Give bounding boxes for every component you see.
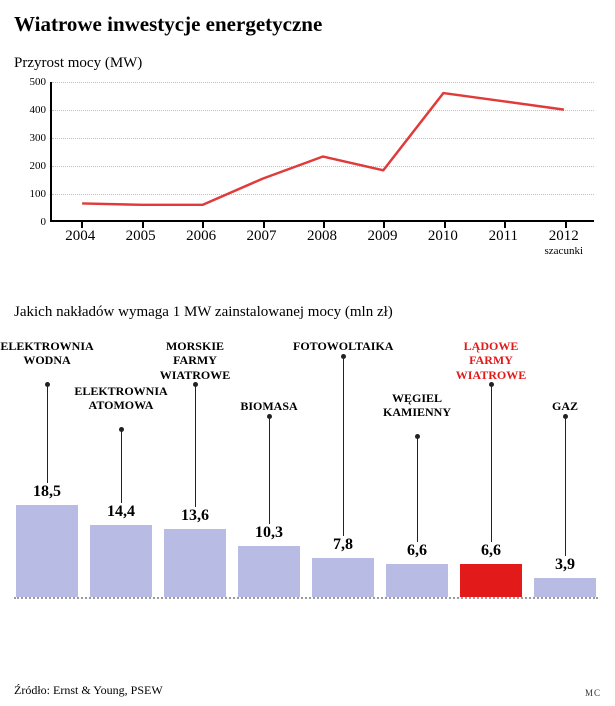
bar-rect	[386, 564, 448, 597]
bar-column: 6,6	[386, 564, 448, 597]
bar-column: 14,4	[90, 525, 152, 597]
bar-rect	[238, 546, 300, 597]
bar-rect	[16, 505, 78, 597]
line-series	[52, 82, 594, 220]
bar-value: 13,6	[164, 507, 226, 529]
bar-rect	[312, 558, 374, 597]
leader-line	[269, 417, 270, 524]
bar-baseline	[14, 597, 598, 599]
x-axis-label: 2012szacunki	[534, 228, 594, 257]
bar-value: 7,8	[312, 536, 374, 558]
line-chart: 0100200300400500200420052006200720082009…	[14, 82, 594, 262]
bar-rect	[90, 525, 152, 597]
bar-value: 3,9	[534, 556, 596, 578]
bar-category-label: BIOMASA	[219, 399, 319, 413]
x-axis-label: 2009	[352, 228, 412, 245]
bar-chart: ELEKTROWNIA WODNA18,5ELEKTROWNIA ATOMOWA…	[14, 339, 598, 599]
bar-rect	[164, 529, 226, 597]
page-title: Wiatrowe inwestycje energetyczne	[14, 12, 601, 37]
y-axis-label: 500	[16, 76, 46, 88]
bar-value: 10,3	[238, 524, 300, 546]
bar-column: 18,5	[16, 505, 78, 597]
bar-column: 3,9	[534, 578, 596, 597]
y-axis-label: 200	[16, 160, 46, 172]
bar-category-label: LĄDOWE FARMY WIATROWE	[441, 339, 541, 382]
bar-value: 6,6	[386, 542, 448, 564]
bar-category-label: MORSKIE FARMY WIATROWE	[145, 339, 245, 382]
bar-column: 10,3	[238, 546, 300, 597]
leader-line	[343, 357, 344, 536]
y-axis-label: 100	[16, 188, 46, 200]
leader-line	[491, 385, 492, 542]
bar-column: 6,6	[460, 564, 522, 597]
leader-line	[417, 437, 418, 542]
x-axis-label: 2011	[473, 228, 533, 245]
x-axis-label: 2004	[50, 228, 110, 245]
y-axis-label: 0	[16, 216, 46, 228]
bar-chart-subtitle: Jakich nakładów wymaga 1 MW zainstalowan…	[14, 304, 601, 321]
bar-value: 18,5	[16, 483, 78, 505]
bar-rect	[534, 578, 596, 597]
leader-line	[47, 385, 48, 483]
line-plot-area	[50, 82, 594, 222]
bar-category-label: ELEKTROWNIA ATOMOWA	[71, 384, 171, 413]
line-chart-subtitle: Przyrost mocy (MW)	[14, 55, 601, 72]
x-axis-label: 2005	[111, 228, 171, 245]
bar-value: 6,6	[460, 542, 522, 564]
leader-line	[565, 417, 566, 556]
bar-category-label: ELEKTROWNIA WODNA	[0, 339, 97, 368]
credit-text: MC	[585, 688, 601, 698]
bar-category-label: GAZ	[515, 399, 615, 413]
x-axis-label: 2006	[171, 228, 231, 245]
bar-column: 7,8	[312, 558, 374, 597]
bar-category-label: WĘGIEL KAMIENNY	[367, 391, 467, 420]
bar-column: 13,6	[164, 529, 226, 597]
x-axis-label: 2007	[232, 228, 292, 245]
bar-rect	[460, 564, 522, 597]
y-axis-label: 300	[16, 132, 46, 144]
y-axis-label: 400	[16, 104, 46, 116]
x-axis-label: 2010	[413, 228, 473, 245]
leader-line	[121, 430, 122, 503]
leader-line	[195, 385, 196, 507]
bar-category-label: FOTOWOLTAIKA	[293, 339, 393, 353]
bar-value: 14,4	[90, 503, 152, 525]
source-text: Źródło: Ernst & Young, PSEW	[14, 683, 163, 698]
x-axis-label: 2008	[292, 228, 352, 245]
